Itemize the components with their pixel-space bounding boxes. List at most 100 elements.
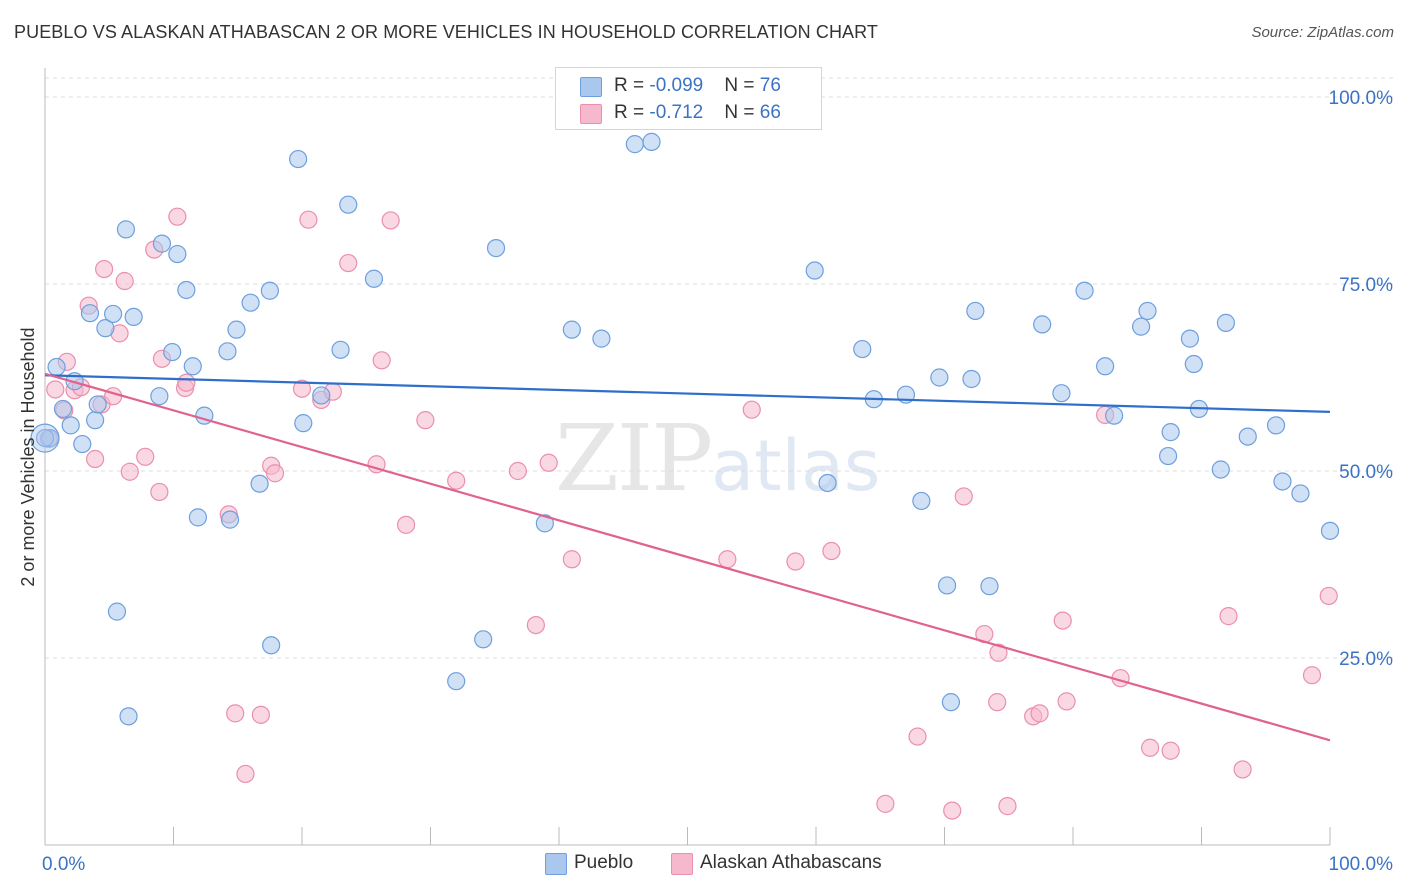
pueblo-point xyxy=(1211,460,1230,479)
pueblo-point xyxy=(1096,357,1115,376)
pueblo-point xyxy=(1273,472,1292,491)
pueblo-point xyxy=(805,261,824,280)
pueblo-point xyxy=(912,491,931,511)
alaskan-point xyxy=(786,552,805,571)
alaskan-point xyxy=(150,482,169,502)
alaskan-point xyxy=(251,705,270,724)
alaskan-point xyxy=(168,207,187,226)
watermark-zip: ZIP xyxy=(555,405,713,512)
alaskan-point xyxy=(339,253,358,273)
alaskan-point xyxy=(1319,586,1338,606)
pueblo-point xyxy=(168,244,187,264)
alaskan-point xyxy=(989,643,1008,662)
alaskan-point xyxy=(177,373,196,392)
pueblo-point xyxy=(941,693,961,712)
pueblo-point xyxy=(1161,423,1180,442)
pueblo-point xyxy=(447,672,466,691)
alaskan-point xyxy=(539,453,558,472)
alaskan-point xyxy=(908,727,927,746)
alaskan-point xyxy=(822,541,841,561)
pueblo-point xyxy=(250,474,269,493)
pueblo-point xyxy=(220,510,240,529)
alaskan-point xyxy=(1057,692,1076,711)
pueblo-legend-label: Pueblo xyxy=(574,852,634,873)
pueblo-point xyxy=(73,434,92,454)
alaskan-point xyxy=(381,211,400,230)
pueblo-point xyxy=(1216,313,1236,332)
pueblo-point xyxy=(152,234,172,253)
alaskan-point xyxy=(526,615,545,635)
pueblo-point xyxy=(1105,406,1124,425)
pueblo-point xyxy=(289,149,308,169)
alaskan-point xyxy=(115,271,134,291)
alaskan-point xyxy=(447,471,466,490)
alaskan-point xyxy=(562,550,581,569)
alaskan-point xyxy=(1053,611,1072,630)
pueblo-point xyxy=(218,342,237,361)
y-axis-title: 2 or more Vehicles in Household xyxy=(18,327,38,586)
pueblo-point xyxy=(625,135,644,154)
alaskan-point xyxy=(1302,666,1322,685)
pueblo-point xyxy=(1052,384,1071,403)
legend-text-pueblo: R = -0.099 N = 76 xyxy=(614,75,781,96)
pueblo-point xyxy=(1266,416,1286,435)
pueblo-point xyxy=(1033,315,1052,334)
pueblo-point xyxy=(1291,484,1310,503)
alaskan-point xyxy=(943,801,962,820)
pueblo-point xyxy=(294,414,313,433)
alaskan-point xyxy=(236,764,255,784)
trend-lines xyxy=(44,372,1331,742)
pueblo-point xyxy=(331,340,350,359)
alaskan-legend-label: Alaskan Athabascans xyxy=(700,852,882,873)
alaskan-point xyxy=(508,461,527,481)
pueblo-swatch xyxy=(580,77,602,97)
pueblo-point xyxy=(61,416,80,435)
pueblo-point xyxy=(535,514,554,533)
alaskan-point xyxy=(954,487,973,506)
alaskan-point xyxy=(1233,760,1252,779)
watermark: ZIPatlas xyxy=(555,405,880,512)
alaskan-point xyxy=(1161,741,1180,760)
pueblo-point xyxy=(853,339,872,359)
pueblo-point xyxy=(241,293,260,312)
alaskan-legend-swatch xyxy=(671,853,693,875)
pueblo-point xyxy=(1075,281,1094,300)
alaskan-point xyxy=(718,550,737,569)
alaskan-swatch xyxy=(580,104,602,124)
alaskan-point xyxy=(299,210,318,229)
pueblo-point xyxy=(183,357,202,376)
pueblo-point xyxy=(104,304,123,324)
pueblo-trend-line xyxy=(44,374,1331,414)
pueblo-point xyxy=(339,195,358,214)
alaskan-point xyxy=(742,400,761,419)
alaskan-point xyxy=(1140,738,1160,757)
pueblo-point xyxy=(119,707,138,726)
y-tick-label: 100.0% xyxy=(1329,88,1394,109)
correlation-legend: R = -0.099 N = 76 R = -0.712 N = 66 xyxy=(555,67,822,130)
axis-labels: 25.0% 50.0% 75.0% 100.0% 0.0% 100.0% 2 or more… xyxy=(18,88,1393,875)
alaskan-point xyxy=(1030,704,1049,723)
pueblo-point xyxy=(163,342,182,362)
chart-title: PUEBLO VS ALASKAN ATHABASCAN 2 OR MORE V… xyxy=(14,22,879,42)
pueblo-point xyxy=(930,368,949,387)
alaskan-trend-line xyxy=(44,372,1331,742)
pueblo-point xyxy=(1238,427,1257,446)
pueblo-point xyxy=(116,220,136,239)
alaskan-point xyxy=(416,411,435,430)
pueblo-point xyxy=(107,602,127,621)
pueblo-point xyxy=(177,280,196,300)
pueblo-point xyxy=(1320,521,1340,540)
pueblo-point xyxy=(980,577,999,596)
pueblo-point xyxy=(260,281,279,300)
pueblo-point xyxy=(474,630,493,649)
pueblo-point xyxy=(88,395,107,414)
alaskan-point xyxy=(120,462,139,481)
legend-text-alaskan: R = -0.712 N = 66 xyxy=(614,102,781,123)
alaskan-point xyxy=(136,447,155,466)
pueblo-point-large xyxy=(30,423,60,453)
y-tick-label: 25.0% xyxy=(1339,649,1393,670)
pueblo-point xyxy=(227,320,246,339)
alaskan-point xyxy=(998,797,1017,816)
pueblo-point xyxy=(53,399,73,419)
